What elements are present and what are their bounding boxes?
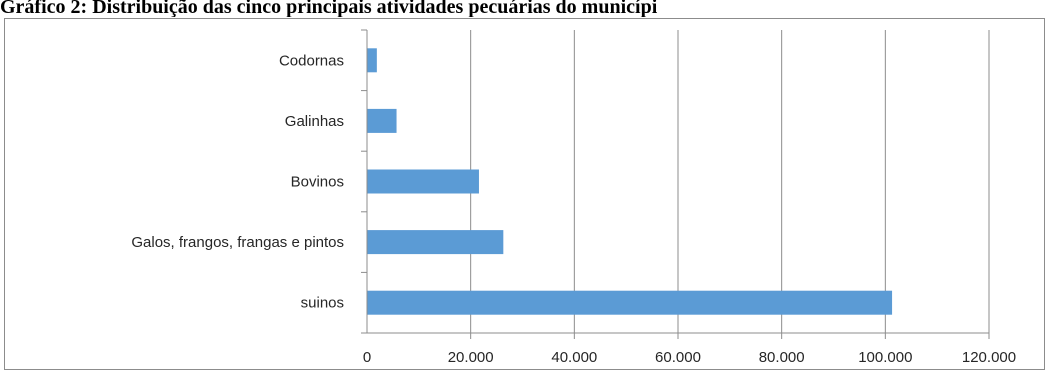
x-tick-label-5: 100.000 — [858, 349, 912, 366]
bar-4 — [367, 48, 377, 73]
category-label-0: suinos — [301, 295, 344, 312]
x-tick-label-1: 20.000 — [448, 349, 494, 366]
bar-1 — [367, 230, 504, 255]
bars — [367, 48, 893, 315]
x-tick-label-6: 120.000 — [962, 349, 1016, 366]
x-tick-label-2: 40.000 — [551, 349, 597, 366]
x-tick-label-3: 60.000 — [655, 349, 701, 366]
x-tick-label-4: 80.000 — [759, 349, 805, 366]
category-label-4: Codornas — [279, 52, 344, 69]
bar-0 — [367, 290, 893, 315]
category-label-3: Galinhas — [285, 113, 344, 130]
chart-title: Gráfico 2: Distribuição das cinco princi… — [0, 0, 658, 17]
labels: suinos Galos, frangos, frangas e pintos Bo… — [131, 52, 1016, 366]
x-tick-label-0: 0 — [363, 349, 371, 366]
category-label-2: Bovinos — [291, 174, 344, 191]
axes — [361, 29, 989, 334]
category-label-1: Galos, frangos, frangas e pintos — [131, 234, 344, 251]
chart-frame — [4, 18, 1045, 370]
bar-3 — [367, 108, 397, 133]
grid-lines — [470, 30, 990, 339]
bar-2 — [367, 169, 479, 194]
